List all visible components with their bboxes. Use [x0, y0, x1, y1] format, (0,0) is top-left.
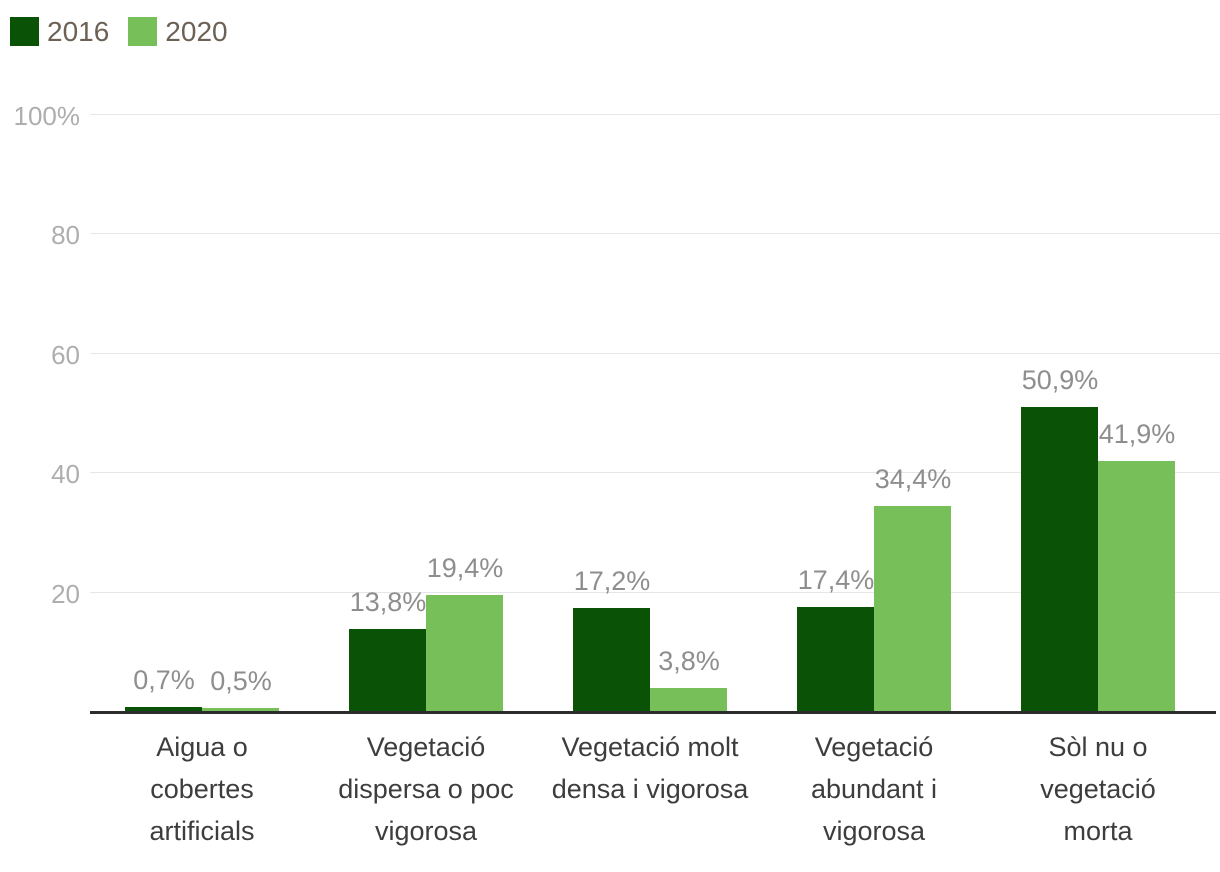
category-label-line: Vegetació [366, 732, 486, 762]
bar-value-label: 19,4% [426, 553, 504, 583]
bar-value-label: 13,8% [349, 587, 427, 617]
y-axis-tick-label: 20 [51, 579, 80, 609]
category-label-line: morta [1063, 816, 1133, 846]
gridline-40 [90, 472, 1220, 473]
bar-2016-1[interactable] [349, 629, 426, 711]
bar-2020-1[interactable] [426, 595, 503, 711]
bar-2016-4[interactable] [1021, 407, 1098, 711]
category-label-line: Aigua o [156, 732, 248, 762]
legend: 2016 2020 [10, 17, 228, 46]
category-label-line: vegetació [1040, 774, 1156, 804]
gridline-80 [90, 233, 1220, 234]
legend-swatch-icon [128, 17, 158, 46]
y-axis-tick-label: 100% [13, 101, 81, 131]
category-label-line: Vegetació molt [561, 732, 739, 762]
category-label-line: dispersa o poc [338, 774, 514, 804]
legend-label: 2016 [47, 16, 110, 47]
bar-value-label: 50,9% [1021, 365, 1099, 395]
x-axis-line [90, 711, 1216, 714]
gridline-20 [90, 592, 1220, 593]
legend-swatch-icon [10, 17, 39, 46]
category-label-1: Vegetació dispersa o poc vigorosa [316, 726, 536, 852]
bar-value-label: 3,8% [658, 646, 720, 676]
legend-label: 2020 [165, 16, 228, 47]
category-label-line: vigorosa [822, 816, 926, 846]
bar-value-label: 17,4% [797, 565, 875, 595]
category-label-3: Vegetació abundant i vigorosa [764, 726, 984, 852]
bar-2020-2[interactable] [650, 688, 727, 711]
bar-value-label: 0,7% [133, 665, 195, 695]
category-label-0: Aigua o cobertes artificials [92, 726, 312, 852]
category-label-line: densa i vigorosa [551, 774, 749, 804]
y-axis-tick-label: 40 [51, 459, 80, 489]
y-axis-tick-label: 80 [51, 220, 80, 250]
bar-2020-0[interactable] [202, 708, 279, 711]
category-label-line: Sòl nu o [1048, 732, 1148, 762]
category-label-2: Vegetació molt densa i vigorosa [540, 726, 760, 810]
bar-2020-4[interactable] [1098, 461, 1175, 711]
category-label-line: cobertes [150, 774, 254, 804]
legend-item-2020[interactable]: 2020 [128, 16, 228, 47]
category-label-4: Sòl nu o vegetació morta [988, 726, 1208, 852]
bar-value-label: 41,9% [1098, 419, 1176, 449]
y-axis-tick-label: 60 [51, 340, 80, 370]
category-label-line: abundant i [810, 774, 938, 804]
bar-value-label: 0,5% [210, 666, 272, 696]
bar-2016-2[interactable] [573, 608, 650, 711]
category-label-line: vigorosa [374, 816, 478, 846]
gridline-60 [90, 353, 1220, 354]
bar-value-label: 17,2% [573, 566, 651, 596]
bar-2016-3[interactable] [797, 607, 874, 711]
gridline-100 [90, 114, 1220, 115]
bar-2016-0[interactable] [125, 707, 202, 711]
legend-item-2016[interactable]: 2016 [10, 17, 109, 46]
category-label-line: artificials [149, 816, 255, 846]
bar-value-label: 34,4% [874, 464, 952, 494]
bar-2020-3[interactable] [874, 506, 951, 711]
category-label-line: Vegetació [814, 732, 934, 762]
